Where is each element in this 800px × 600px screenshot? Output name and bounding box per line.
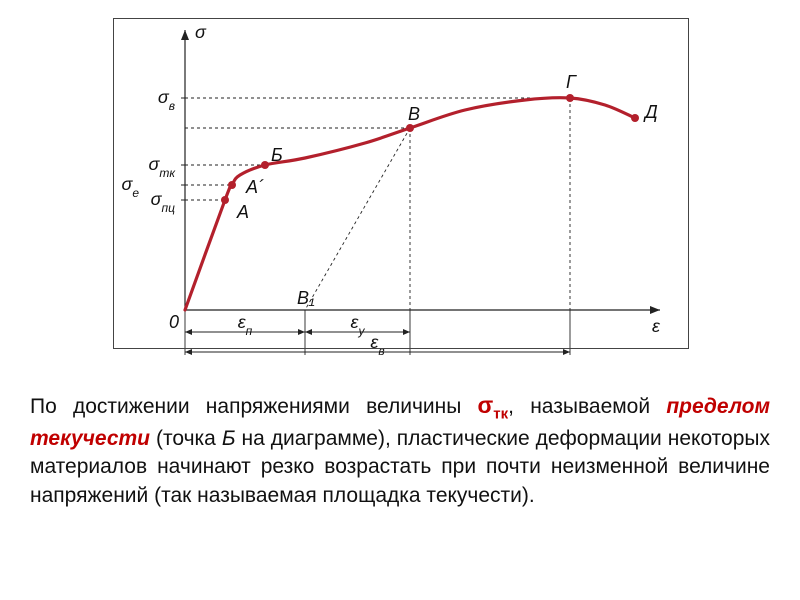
sigma-tk-symbol: σтк	[478, 392, 509, 418]
svg-text:σв: σв	[158, 87, 175, 113]
svg-text:σ: σ	[195, 22, 207, 42]
svg-text:ε: ε	[652, 316, 661, 336]
sigma-tk-main: σ	[478, 392, 494, 418]
caption-text: По достижении напряжениями величины σтк,…	[30, 390, 770, 510]
stress-strain-chart: σ ε 0 В₁ σв σткσеσпц εп εуεв А А´ Б В Г Д	[105, 10, 695, 355]
svg-text:В₁: В₁	[297, 288, 315, 308]
svg-text:А´: А´	[245, 177, 264, 197]
svg-text:σе: σе	[121, 174, 139, 200]
caption-mid2: (точка	[150, 427, 222, 450]
caption-pre: По достижении напряжениями величины	[30, 395, 478, 418]
svg-text:εп: εп	[238, 312, 253, 338]
svg-text:В: В	[408, 104, 420, 124]
sigma-tk-sub: тк	[493, 406, 508, 423]
svg-text:εу: εу	[351, 312, 366, 338]
svg-text:σтк: σтк	[148, 154, 176, 180]
point-ref: Б	[222, 427, 236, 450]
chart-svg: σ ε 0 В₁ σв σткσеσпц εп εуεв А А´ Б В Г Д	[105, 10, 695, 355]
page-root: σε0В₁σвσткσеσпцεпεуεвАА´БВГД По достижен…	[0, 0, 800, 600]
svg-text:А: А	[236, 202, 249, 222]
svg-text:Д: Д	[643, 102, 658, 122]
svg-text:Б: Б	[271, 145, 283, 165]
svg-text:σпц: σпц	[151, 189, 175, 215]
svg-text:0: 0	[169, 312, 179, 332]
svg-text:εв: εв	[370, 332, 384, 355]
caption-mid1: , называемой	[508, 395, 666, 418]
svg-text:Г: Г	[566, 72, 577, 92]
